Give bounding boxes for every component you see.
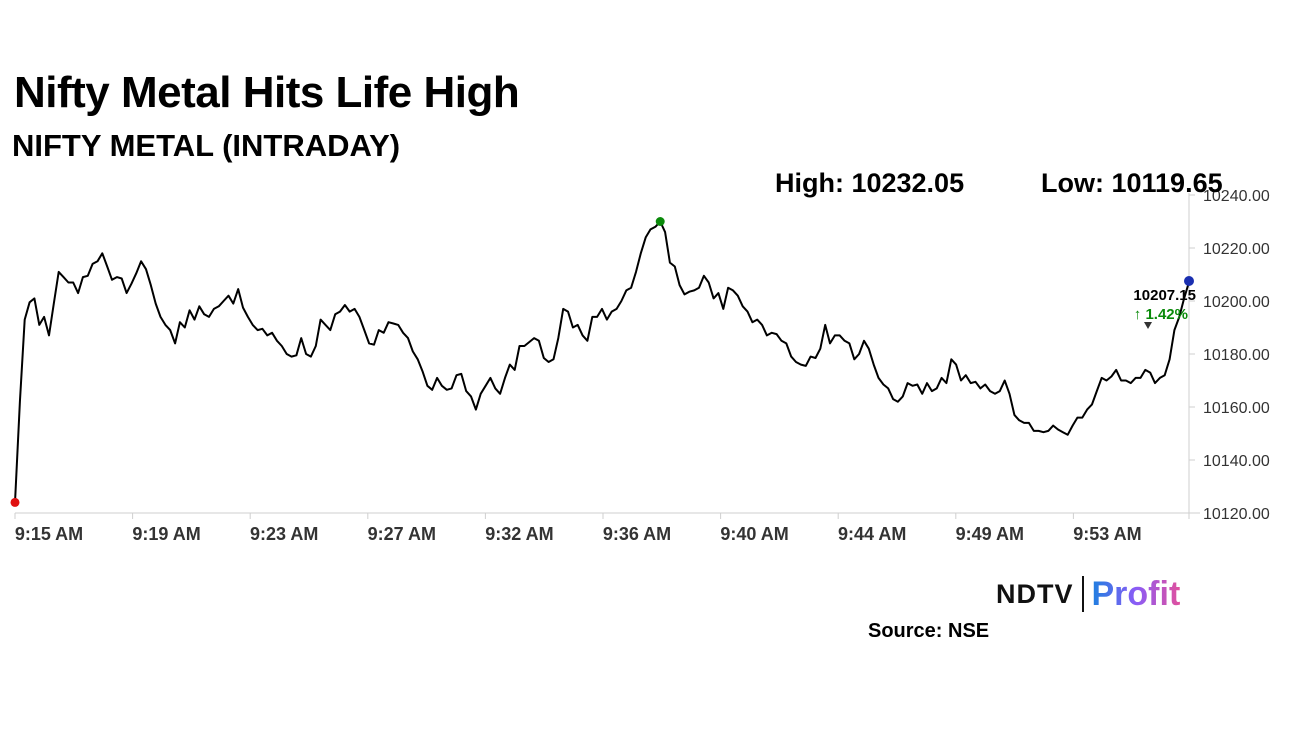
chart-title: Nifty Metal Hits Life High: [14, 68, 520, 117]
logo-profit-text: Profit: [1091, 574, 1181, 613]
y-axis-labels: 10240.00 10220.00 10200.00 10180.00 10160.00…: [1203, 188, 1270, 523]
ndtv-profit-logo: NDTV Profit: [996, 574, 1180, 614]
chart-subtitle: NIFTY METAL (INTRADAY): [12, 128, 401, 163]
x-tick-label: 9:44 AM: [838, 524, 906, 544]
up-arrow-icon: ↑: [1134, 306, 1146, 323]
high-label: High: 10232.05: [775, 168, 965, 198]
logo-ndtv-text: NDTV: [996, 578, 1074, 609]
x-tick-label: 9:27 AM: [368, 524, 436, 544]
change-label: ↑ 1.42%: [1134, 306, 1188, 323]
low-point-marker: [10, 497, 20, 507]
pointer-triangle: [1144, 322, 1152, 329]
last-value-annotation: 10207.15 ↑ 1.42%: [1133, 287, 1196, 323]
y-tick-label: 10240.00: [1203, 188, 1270, 205]
x-axis-labels: 9:15 AM 9:19 AM 9:23 AM 9:27 AM 9:32 AM 9:36 …: [15, 524, 1142, 544]
logo-divider: [1081, 576, 1084, 612]
x-tick-label: 9:36 AM: [603, 524, 671, 544]
high-point-marker: [655, 217, 665, 226]
y-tick-label: 10220.00: [1203, 241, 1270, 258]
y-tick-label: 10200.00: [1203, 294, 1270, 311]
chart-markers: [10, 217, 1194, 507]
x-tick-label: 9:19 AM: [132, 524, 200, 544]
x-tick-label: 9:15 AM: [15, 524, 83, 544]
series-line: [14, 220, 1190, 503]
y-tick-label: 10120.00: [1203, 506, 1270, 523]
y-tick-label: 10180.00: [1203, 347, 1270, 364]
last-value-label: 10207.15: [1133, 287, 1196, 304]
x-tick-label: 9:32 AM: [485, 524, 553, 544]
x-tick-label: 9:53 AM: [1073, 524, 1141, 544]
low-label: Low: 10119.65: [1041, 168, 1223, 198]
chart-axes: [14, 193, 1200, 519]
x-tick-label: 9:49 AM: [956, 524, 1024, 544]
y-tick-label: 10160.00: [1203, 400, 1270, 417]
x-tick-label: 9:23 AM: [250, 524, 318, 544]
x-tick-label: 9:40 AM: [720, 524, 788, 544]
change-percent: 1.42%: [1145, 306, 1188, 323]
source-note: Source: NSE: [868, 620, 990, 642]
last-point-marker: [1184, 276, 1194, 286]
y-tick-label: 10140.00: [1203, 453, 1270, 470]
